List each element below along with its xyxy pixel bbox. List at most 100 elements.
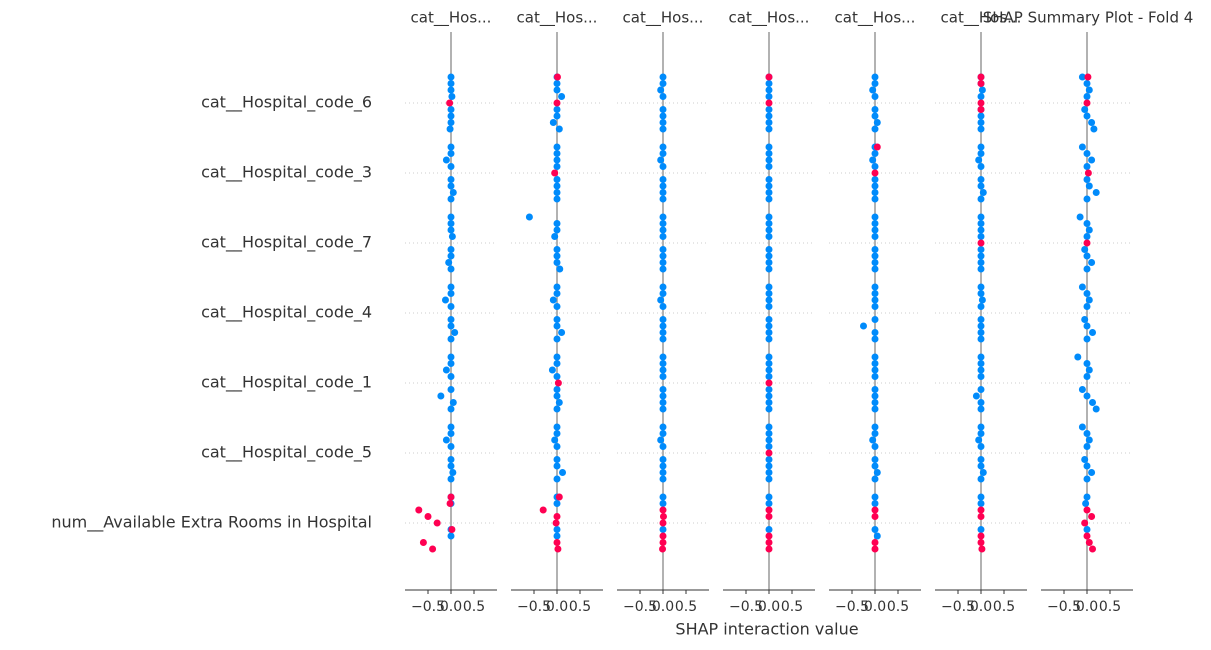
shap-point [765, 329, 773, 336]
feature-label: cat__Hospital_code_7 [201, 233, 372, 253]
shap-point [871, 125, 879, 133]
shap-point [555, 493, 563, 501]
x-tick-label: 0.5 [887, 599, 909, 615]
shap-point [447, 283, 455, 291]
shap-point [765, 189, 773, 196]
feature-label: cat__Hospital_code_4 [201, 303, 372, 323]
shap-point [449, 469, 457, 476]
shap-point [765, 456, 773, 463]
shap-point [553, 283, 561, 291]
shap-point [659, 125, 667, 133]
shap-point [447, 322, 455, 330]
x-tick-label: 0.0 [546, 599, 568, 615]
shap-point [659, 513, 667, 520]
shap-point [447, 493, 455, 501]
shap-point [765, 80, 773, 87]
feature-label: num__Available Extra Rooms in Hospital [51, 513, 372, 533]
shap-point [659, 259, 667, 266]
shap-point [553, 156, 561, 164]
feature-label: cat__Hospital_code_3 [201, 163, 372, 183]
x-tick-label: −0.5 [623, 599, 657, 615]
shap-point [1083, 290, 1091, 297]
shap-point [1083, 80, 1091, 87]
panel-title: cat__Hos... [941, 9, 1022, 28]
shap-point [765, 500, 773, 507]
shap-point [977, 80, 985, 87]
shap-point [558, 93, 566, 100]
shap-point [1088, 259, 1096, 266]
shap-point [554, 379, 562, 387]
panel-title: cat__Hos... [835, 9, 916, 28]
shap-point [553, 189, 561, 196]
shap-point [1078, 423, 1086, 431]
x-tick-label: 0.0 [440, 599, 462, 615]
shap-point [871, 265, 879, 273]
shap-point [977, 233, 985, 240]
shap-point [765, 265, 773, 273]
panel-title: cat__Hos... [411, 9, 492, 28]
shap-point [447, 373, 455, 380]
shap-point [539, 506, 547, 514]
shap-point [659, 493, 667, 501]
shap-point [553, 322, 561, 330]
shap-point [553, 386, 561, 393]
shap-point [447, 303, 455, 310]
shap-point [871, 195, 879, 203]
shap-point [659, 532, 667, 540]
shap-point [447, 252, 455, 260]
shap-point [553, 539, 561, 546]
shap-point [659, 265, 667, 273]
shap-point [765, 423, 773, 431]
figure-title: SHAP Summary Plot - Fold 4 [983, 9, 1194, 27]
shap-point [1083, 506, 1091, 514]
shap-point [977, 335, 985, 343]
shap-point [553, 392, 561, 400]
shap-point [659, 316, 667, 323]
shap-point [659, 106, 667, 113]
shap-point [659, 373, 667, 380]
shap-point [657, 86, 665, 94]
shap-point [871, 296, 879, 304]
shap-point [553, 443, 561, 450]
shap-point [1074, 353, 1082, 361]
shap-point [979, 469, 987, 476]
x-tick-label: 0.5 [463, 599, 485, 615]
x-tick-label: −0.5 [835, 599, 869, 615]
shap-point [765, 290, 773, 297]
shap-point [553, 226, 561, 234]
shap-point [977, 329, 985, 336]
shap-point [977, 163, 985, 170]
shap-point [977, 106, 985, 113]
shap-point [871, 430, 879, 437]
shap-point [659, 220, 667, 227]
shap-point [871, 316, 879, 323]
shap-point [871, 353, 879, 361]
shap-point [871, 226, 879, 234]
shap-point [1078, 143, 1086, 151]
shap-point [765, 246, 773, 253]
shap-point [445, 259, 453, 266]
shap-point [871, 493, 879, 501]
shap-point [447, 176, 455, 183]
shap-point [1078, 386, 1086, 393]
x-tick-label: 0.5 [675, 599, 697, 615]
shap-point [1083, 163, 1091, 170]
shap-point [549, 296, 557, 304]
shap-point [1076, 213, 1084, 221]
shap-point [447, 265, 455, 273]
shap-point [765, 73, 773, 81]
shap-point [871, 392, 879, 400]
shap-point [977, 493, 985, 501]
shap-point [871, 150, 879, 157]
shap-point [871, 526, 879, 533]
shap-point [765, 539, 773, 546]
shap-point [977, 213, 985, 221]
shap-point [1092, 405, 1100, 413]
shap-point [447, 430, 455, 437]
shap-point [765, 353, 773, 361]
x-tick-label: 0.5 [993, 599, 1015, 615]
shap-point [977, 360, 985, 367]
shap-point [765, 430, 773, 437]
shap-point [977, 143, 985, 151]
shap-point [977, 252, 985, 260]
